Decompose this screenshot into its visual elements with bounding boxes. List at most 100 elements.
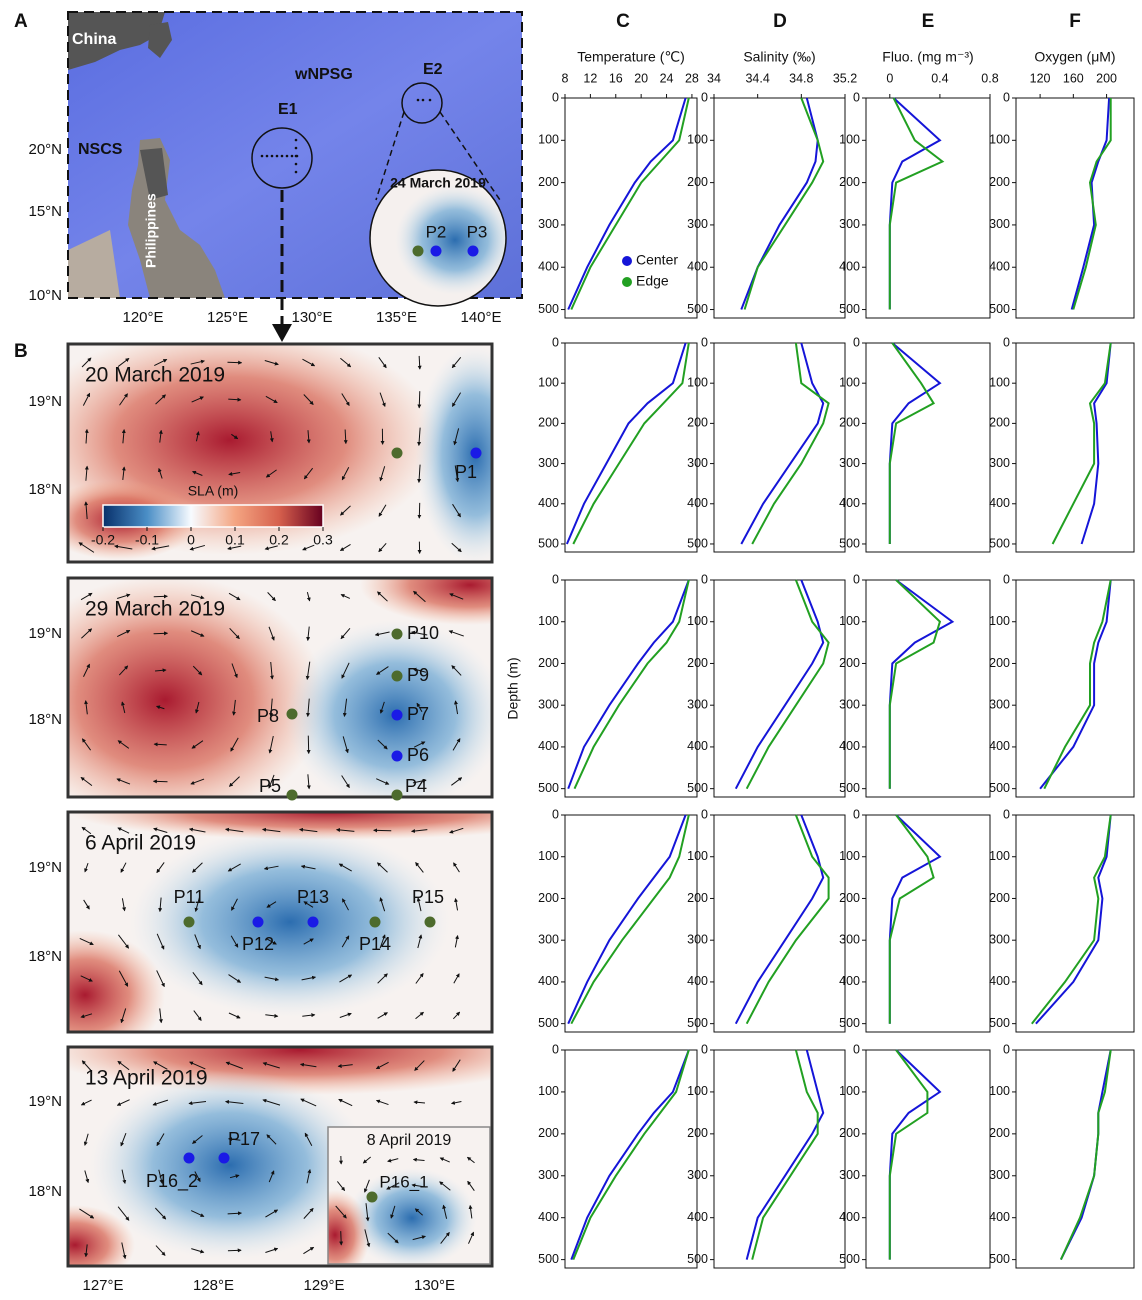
y-tick-label: 500 xyxy=(687,1252,708,1266)
y-tick-label: 400 xyxy=(989,974,1010,988)
current-arrow xyxy=(228,1012,241,1019)
y-tick-label: 400 xyxy=(687,974,708,988)
y-tick-label: 0 xyxy=(853,1042,860,1056)
current-arrow xyxy=(228,397,242,402)
x-tick-label: 34 xyxy=(707,71,721,85)
y-tick-label: 0 xyxy=(853,90,860,104)
current-arrow xyxy=(121,1242,127,1260)
current-arrow xyxy=(439,1157,450,1163)
y-tick-label: 300 xyxy=(538,1168,559,1182)
current-arrow xyxy=(468,1204,473,1219)
y-tick-label: 100 xyxy=(538,375,559,389)
current-arrow xyxy=(224,1099,244,1104)
station-marker xyxy=(183,1152,195,1164)
current-arrow xyxy=(121,898,126,912)
y-tick-label: 100 xyxy=(687,849,708,863)
current-arrow xyxy=(153,742,167,747)
current-arrow xyxy=(262,1062,280,1069)
profile-line xyxy=(751,1049,819,1260)
current-arrow xyxy=(116,629,131,638)
sla-blob xyxy=(347,1168,477,1264)
current-arrow xyxy=(439,1181,451,1191)
current-arrow xyxy=(81,357,92,368)
inset-frame xyxy=(327,1126,491,1265)
y-tick-label: 400 xyxy=(687,1210,708,1224)
station-marker xyxy=(391,670,403,682)
y-tick-label: 200 xyxy=(687,1126,708,1140)
plot-frame xyxy=(865,579,991,798)
current-arrow xyxy=(230,935,239,948)
y-tick-label: 0 xyxy=(701,335,708,349)
y-tick-label: 200 xyxy=(538,175,559,189)
current-arrow xyxy=(231,663,238,679)
station-marker xyxy=(391,750,403,762)
current-arrow xyxy=(412,778,427,784)
y-tick-label: 20°N xyxy=(28,141,62,158)
y-tick-label: 200 xyxy=(687,656,708,670)
y-tick-label: 200 xyxy=(538,416,559,430)
map-frame xyxy=(67,11,523,299)
y-tick-label: 100 xyxy=(839,133,860,147)
y-tick-label: 0 xyxy=(1003,807,1010,821)
inset-title: 24 March 2019 xyxy=(390,175,486,191)
current-arrow xyxy=(375,1061,389,1070)
current-arrow xyxy=(343,429,348,445)
inset-title: 8 April 2019 xyxy=(367,1132,452,1149)
y-tick-label: 500 xyxy=(839,536,860,550)
y-tick-label: 100 xyxy=(687,614,708,628)
y-tick-label: 300 xyxy=(538,456,559,470)
plot-frame xyxy=(713,579,846,798)
current-arrow xyxy=(117,358,130,367)
current-arrow xyxy=(79,937,94,946)
current-arrow xyxy=(376,778,390,785)
station-label: P9 xyxy=(407,665,429,685)
current-arrow xyxy=(412,667,427,673)
current-arrow xyxy=(341,662,350,679)
y-tick-label: 400 xyxy=(839,260,860,274)
panel-label: E xyxy=(922,11,935,32)
current-arrow xyxy=(387,1232,399,1244)
y-tick-label: 200 xyxy=(538,656,559,670)
y-tick-label: 0 xyxy=(552,807,559,821)
current-arrow xyxy=(120,862,127,873)
current-arrow xyxy=(228,974,242,983)
y-tick-label: 200 xyxy=(989,1126,1010,1140)
plot-frame xyxy=(713,814,846,1033)
current-arrow xyxy=(228,776,240,787)
y-tick-label: 400 xyxy=(687,739,708,753)
plot-frame xyxy=(865,97,991,319)
legend-label: Center xyxy=(636,252,678,268)
y-tick-label: 100 xyxy=(839,1084,860,1098)
y-tick-label: 300 xyxy=(839,697,860,711)
station-marker xyxy=(467,245,479,257)
current-arrow xyxy=(190,1210,205,1217)
current-arrow xyxy=(116,593,131,599)
current-arrow xyxy=(190,778,205,785)
current-arrow xyxy=(155,394,166,405)
x-axis-title: Salinity (‰) xyxy=(743,49,815,65)
current-arrow xyxy=(192,665,203,676)
current-arrow xyxy=(229,1174,240,1179)
y-tick-label: 300 xyxy=(989,456,1010,470)
current-arrow xyxy=(265,1209,279,1218)
current-arrow xyxy=(118,934,129,949)
y-tick-label: 400 xyxy=(538,974,559,988)
current-arrow xyxy=(449,827,464,834)
x-tick-label: 127°E xyxy=(82,1277,123,1294)
current-arrow xyxy=(84,862,89,873)
station-marker xyxy=(391,447,403,459)
y-tick-label: 200 xyxy=(839,1126,860,1140)
current-arrow xyxy=(364,1229,371,1248)
current-arrow xyxy=(84,465,89,481)
x-axis-title: Temperature (℃) xyxy=(577,49,685,65)
current-arrow xyxy=(268,1170,275,1183)
station-label: P11 xyxy=(174,887,205,907)
y-tick-label: 0 xyxy=(701,807,708,821)
current-arrow xyxy=(188,827,206,833)
current-arrow xyxy=(154,1207,167,1220)
station-marker xyxy=(430,245,442,257)
y-tick-label: 500 xyxy=(989,536,1010,550)
station-label: P16_2 xyxy=(146,1171,198,1192)
current-arrow xyxy=(340,357,352,368)
survey-dot xyxy=(294,146,298,150)
